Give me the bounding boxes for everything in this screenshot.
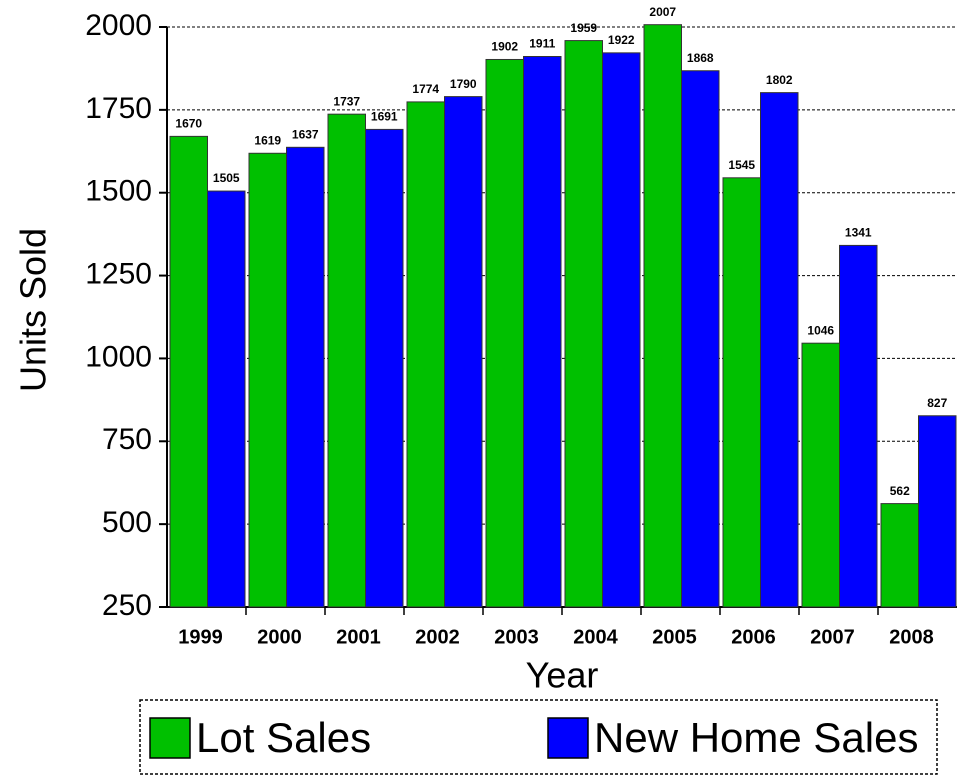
bar bbox=[485, 58, 524, 608]
y-tick-label: 1250 bbox=[85, 257, 152, 290]
bar bbox=[207, 190, 246, 608]
y-tick-label: 1500 bbox=[85, 175, 152, 208]
y-tick-label: 500 bbox=[102, 506, 152, 539]
bar bbox=[722, 177, 761, 608]
legend-swatch bbox=[547, 717, 589, 759]
legend-label: New Home Sales bbox=[594, 714, 918, 761]
y-tick-label: 1750 bbox=[85, 92, 152, 125]
legend-swatch bbox=[149, 717, 191, 759]
legend-box bbox=[139, 699, 938, 775]
data-label: 827 bbox=[927, 396, 947, 410]
bar bbox=[760, 92, 799, 608]
x-tick-label: 2005 bbox=[652, 626, 697, 648]
data-label: 1959 bbox=[570, 21, 597, 35]
data-label: 1691 bbox=[371, 110, 398, 124]
x-tick-label: 2007 bbox=[810, 626, 855, 648]
data-label: 2007 bbox=[649, 5, 676, 19]
data-label: 1790 bbox=[450, 77, 477, 91]
bar bbox=[169, 135, 208, 608]
data-label: 1341 bbox=[845, 226, 872, 240]
bar bbox=[523, 55, 562, 608]
data-label: 1046 bbox=[807, 323, 834, 337]
bar bbox=[801, 342, 840, 608]
data-label: 1868 bbox=[687, 51, 714, 65]
x-axis-label: Year bbox=[526, 655, 599, 696]
bar bbox=[564, 40, 603, 608]
y-tick-label: 250 bbox=[102, 589, 152, 622]
x-tick-label: 2004 bbox=[573, 626, 618, 648]
x-tick-label: 2001 bbox=[336, 626, 381, 648]
y-tick-label: 750 bbox=[102, 423, 152, 456]
data-label: 1774 bbox=[412, 82, 439, 96]
bar bbox=[327, 113, 366, 608]
x-tick-label: 2002 bbox=[415, 626, 460, 648]
data-label: 1670 bbox=[175, 117, 202, 131]
x-tick-label: 2008 bbox=[889, 626, 934, 648]
bar bbox=[880, 503, 919, 608]
bar bbox=[248, 152, 287, 608]
bar bbox=[406, 101, 445, 608]
y-tick-label: 2000 bbox=[85, 9, 152, 42]
data-label: 1619 bbox=[254, 133, 281, 147]
data-label: 1637 bbox=[292, 127, 319, 141]
x-tick-label: 2006 bbox=[731, 626, 776, 648]
data-label: 1802 bbox=[766, 73, 793, 87]
x-tick-label: 2000 bbox=[257, 626, 302, 648]
bar bbox=[286, 146, 325, 608]
bar bbox=[681, 70, 720, 608]
y-axis-label: Units Sold bbox=[13, 228, 54, 392]
bar bbox=[444, 96, 483, 608]
data-label: 1922 bbox=[608, 33, 635, 47]
bar bbox=[365, 128, 404, 608]
x-tick-label: 1999 bbox=[178, 626, 223, 648]
bar bbox=[918, 415, 957, 608]
x-tick-label: 2003 bbox=[494, 626, 539, 648]
data-label: 1902 bbox=[491, 40, 518, 54]
data-label: 1737 bbox=[333, 94, 360, 108]
y-tick-label: 1000 bbox=[85, 340, 152, 373]
bar bbox=[643, 24, 682, 608]
data-label: 1545 bbox=[728, 158, 755, 172]
legend-label: Lot Sales bbox=[196, 714, 371, 761]
bar bbox=[839, 244, 878, 608]
data-label: 1911 bbox=[529, 37, 555, 51]
bar bbox=[602, 52, 641, 608]
data-label: 1505 bbox=[213, 171, 240, 185]
data-label: 562 bbox=[890, 484, 910, 498]
